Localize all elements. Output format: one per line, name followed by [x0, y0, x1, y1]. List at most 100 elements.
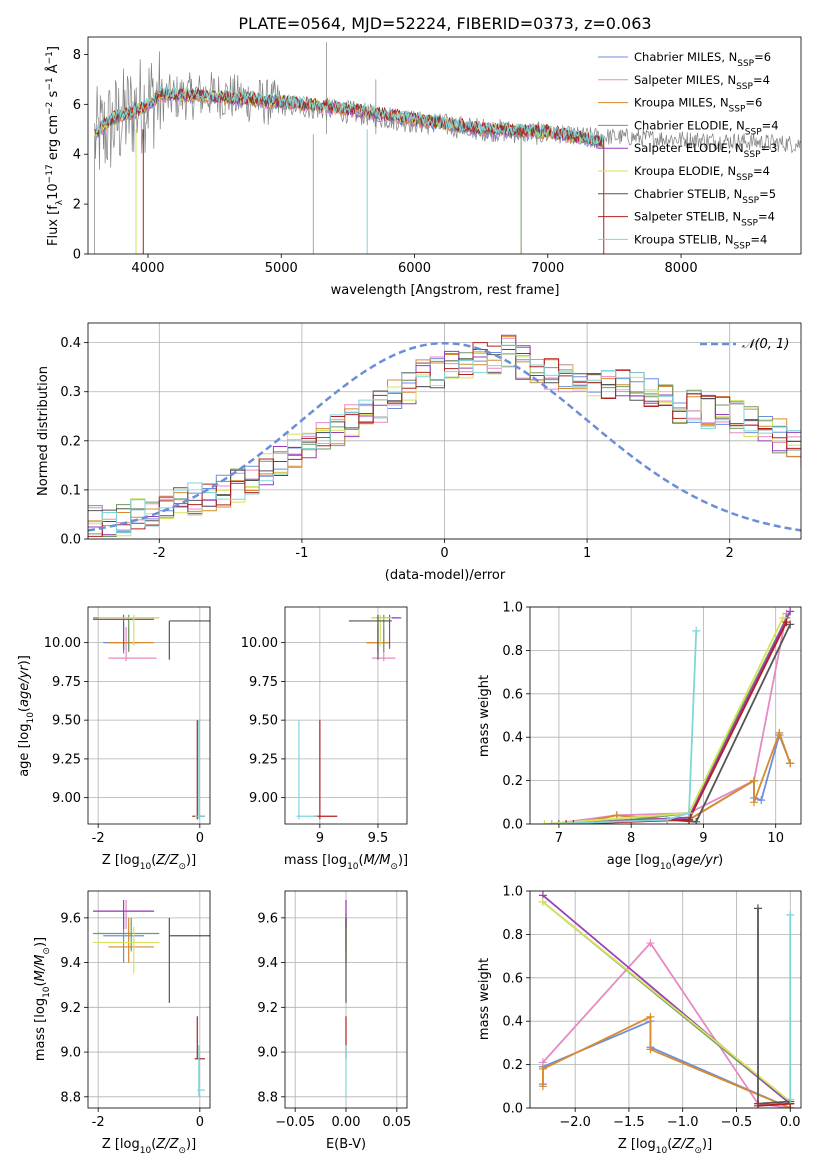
y-tick-label: 9.0: [257, 1046, 278, 1061]
y-tick-label: 9.00: [52, 791, 81, 806]
y-axis-label: mass [log10(M/M⊙)]: [33, 937, 52, 1061]
x-tick-label: 0: [196, 831, 204, 846]
legend-label: Chabrier STELIB, NSSP=5: [634, 187, 776, 206]
axes-frame: [529, 606, 802, 825]
x-tick-label: 0.00: [332, 1115, 361, 1130]
y-axis-label-text-part: M/M: [33, 955, 48, 982]
weight-marker: [757, 796, 766, 805]
y-axis-label-text-part: s: [46, 90, 61, 101]
y-tick-label: 0.4: [60, 336, 81, 351]
x-tick-label: −2.0: [559, 1115, 591, 1130]
x-axis-label-part: (: [151, 853, 156, 868]
plot-area-mass-vs-z: [93, 899, 210, 1097]
axes-frame: [87, 36, 802, 255]
legend-label-part: =3: [761, 141, 778, 155]
x-axis-label-part: Z [log: [618, 1137, 656, 1152]
model-line: [94, 85, 604, 146]
y-tick-label: 2: [73, 198, 81, 213]
legend-label-part: SSP: [744, 150, 761, 160]
legend-label-part: =5: [759, 187, 776, 201]
x-axis-label-part: Z [log: [102, 853, 140, 868]
weight-marker: [646, 939, 655, 948]
x-tick-label: 4000: [131, 261, 164, 276]
y-axis-label-text-part: λ: [55, 199, 65, 205]
weight-line: [573, 732, 792, 824]
weight-marker: [684, 809, 693, 818]
y-axis-label-text-part: (: [17, 707, 32, 712]
axes-mass-vs-ebv: −0.05 0.00 0.05 8.8 9.0 9.2 9.4 9.6: [257, 890, 411, 1130]
x-axis-label-part: ⊙: [390, 862, 398, 872]
legend-label-part: =4: [762, 118, 779, 132]
weight-marker: [538, 897, 547, 906]
weight-marker: [562, 820, 571, 824]
y-axis-label-text-part: −17: [45, 164, 55, 183]
x-axis-label-part: M/M: [364, 853, 391, 868]
legend-label: 𝒩(0, 1): [742, 337, 789, 352]
y-axis-label: age [log10(age/yr)]: [17, 655, 36, 777]
x-tick-label: 9: [316, 831, 324, 846]
legend-label-part: Salpeter MILES, N: [634, 73, 736, 87]
y-axis-label-text-part: age/yr: [17, 664, 32, 707]
legend-label-part: =6: [745, 96, 762, 110]
legend-label-part: Kroupa STELIB, N: [634, 232, 734, 246]
x-axis-label-part: Z/Z: [671, 1137, 695, 1152]
y-tick-label: 0.3: [60, 385, 81, 400]
legend-label-part: Kroupa MILES, N: [634, 96, 729, 110]
x-axis-label-part: (: [667, 1137, 672, 1152]
x-tick-label: 7: [555, 831, 563, 846]
y-tick-label: 10.00: [44, 636, 81, 651]
legend-label-part: =4: [753, 164, 770, 178]
plot-area-weight-vs-z: [538, 891, 795, 1108]
axes-frame: [87, 322, 802, 540]
y-tick-label: 1.0: [502, 885, 523, 900]
y-axis-label-text-part: ]: [46, 46, 61, 51]
plot-area-spectrum: [94, 41, 801, 254]
y-tick-label: 9.75: [52, 675, 81, 690]
x-axis-label: Z [log10(Z/Z⊙)]: [102, 853, 196, 872]
y-tick-label: 6: [73, 98, 81, 113]
y-tick-label: 9.4: [257, 956, 278, 971]
legend-label: Chabrier ELODIE, NSSP=4: [634, 118, 779, 137]
y-tick-label: 0.4: [502, 731, 523, 746]
x-axis-label: Z [log10(Z/Z⊙)]: [618, 1137, 712, 1156]
y-axis-label-text-part: age [log: [17, 724, 32, 777]
y-tick-label: 0.2: [502, 774, 523, 789]
x-tick-label: 0.05: [382, 1115, 411, 1130]
x-axis-label-part: 10: [140, 862, 152, 872]
legend-label: Salpeter STELIB, NSSP=4: [634, 210, 775, 229]
y-axis-label: mass weight: [477, 958, 492, 1040]
x-axis-label: E(B-V): [326, 1137, 366, 1152]
x-axis-label: (data-model)/error: [385, 568, 506, 583]
weight-line: [544, 617, 784, 824]
y-axis-label: Normed distribution: [36, 366, 51, 496]
y-axis-label-text-part: erg cm: [46, 115, 61, 164]
weight-line: [542, 941, 791, 1108]
legend-label-part: SSP: [737, 59, 754, 69]
weight-line: [757, 908, 791, 1105]
legend-label-part: SSP: [736, 82, 753, 92]
y-tick-label: 0.2: [60, 434, 81, 449]
y-tick-label: 0.6: [502, 687, 523, 702]
weight-marker: [540, 820, 549, 824]
axes-frame: [87, 890, 211, 1109]
x-axis-label-text-part: 10: [660, 862, 672, 872]
axes-age-vs-mass: 9 9.5 9.00 9.25 9.50 9.75 10.00: [241, 606, 408, 846]
x-axis-label-part: Z [log: [102, 1137, 140, 1152]
y-tick-label: 0.0: [502, 818, 523, 833]
x-tick-label: −1.5: [613, 1115, 645, 1130]
y-axis-label-text-part: −2: [45, 102, 55, 115]
x-tick-label: -2: [92, 831, 105, 846]
weight-marker: [753, 1101, 762, 1108]
y-tick-label: 8: [73, 48, 81, 63]
legend-label: Kroupa STELIB, NSSP=4: [634, 232, 767, 251]
y-tick-label: 10.00: [241, 636, 278, 651]
legend-label-part: =6: [754, 50, 771, 64]
y-tick-label: 0.2: [502, 1058, 523, 1073]
x-axis-label-part: ⊙: [694, 1146, 702, 1156]
y-tick-label: 8.8: [60, 1090, 81, 1105]
legend-label: Kroupa ELODIE, NSSP=4: [634, 164, 770, 183]
axes-age-vs-z: -2 0 9.00 9.25 9.50 9.75 10.00: [44, 606, 211, 846]
y-tick-label: 0: [73, 248, 81, 263]
legend-label-part: =4: [758, 210, 775, 224]
x-axis-label-part: mass [log: [284, 853, 347, 868]
